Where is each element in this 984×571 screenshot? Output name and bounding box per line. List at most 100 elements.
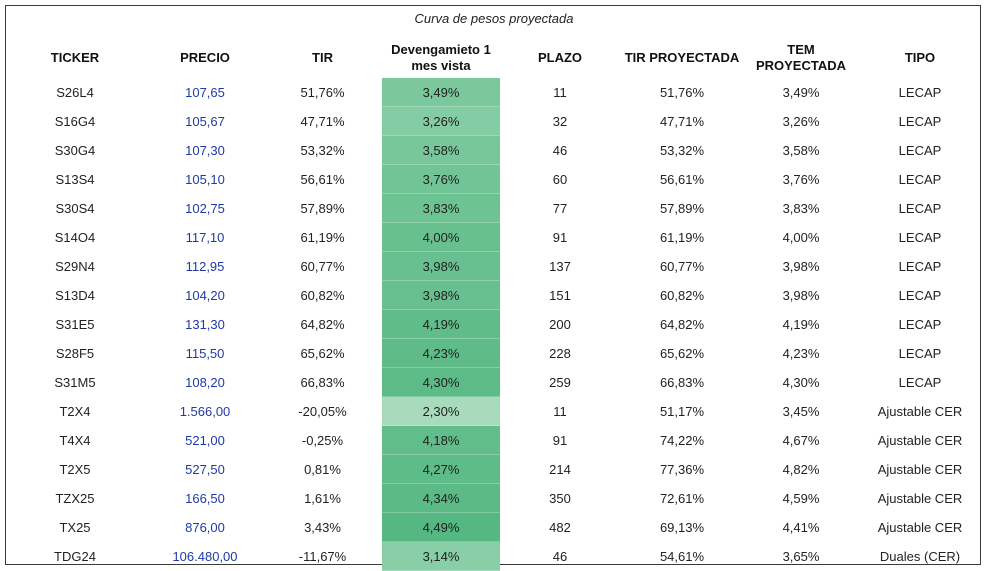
cell-devengamiento: 3,49%: [382, 78, 500, 107]
cell-tir: 65,62%: [300, 346, 345, 361]
data-table: Curva de pesos proyectada TICKER PRECIO …: [5, 5, 982, 571]
cell-plazo: 259: [549, 375, 571, 390]
table-row: T2X5 527,50 0,81% 4,27% 214 77,36% 4,82% Ajusta…: [6, 455, 982, 484]
cell-tir: -20,05%: [298, 404, 347, 419]
cell-devengamiento: 4,00%: [382, 223, 500, 252]
cell-tir-proyectada: 51,17%: [659, 404, 705, 419]
cell-tipo: LECAP: [898, 375, 942, 390]
cell-tipo: LECAP: [898, 230, 942, 245]
cell-tir-proyectada: 51,76%: [659, 85, 705, 100]
table-row: TX25 876,00 3,43% 4,49% 482 69,13% 4,41% Ajusta…: [6, 513, 982, 542]
cell-tir: 56,61%: [300, 172, 345, 187]
header-tir-proyectada: TIR PROYECTADA: [624, 50, 740, 65]
cell-devengamiento: 4,19%: [382, 310, 500, 339]
table-row: S31E5 131,30 64,82% 4,19% 200 64,82% 4,19% LECA…: [6, 310, 982, 339]
cell-tipo: LECAP: [898, 114, 942, 129]
cell-plazo: 91: [552, 433, 568, 448]
cell-plazo: 11: [553, 85, 567, 100]
header-devengamiento-line1: Devengamieto 1: [391, 42, 491, 57]
cell-tem-proyectada: 3,98%: [782, 288, 820, 303]
cell-plazo: 151: [549, 288, 571, 303]
cell-ticker: S31E5: [55, 317, 95, 332]
table-row: S13S4 105,10 56,61% 3,76% 60 56,61% 3,76% LECAP: [6, 165, 982, 194]
cell-precio: 527,50: [185, 462, 225, 477]
cell-precio: 131,30: [185, 317, 225, 332]
cell-plazo: 77: [552, 201, 568, 216]
cell-devengamiento: 4,49%: [382, 513, 500, 542]
cell-ticker: S28F5: [55, 346, 95, 361]
cell-tem-proyectada: 4,23%: [782, 346, 820, 361]
cell-precio: 102,75: [185, 201, 225, 216]
cell-devengamiento: 4,18%: [382, 426, 500, 455]
cell-ticker: S26L4: [56, 85, 94, 100]
cell-precio: 106.480,00: [172, 549, 238, 564]
cell-tir: 57,89%: [300, 201, 345, 216]
cell-tipo: Ajustable CER: [877, 491, 963, 506]
cell-tem-proyectada: 4,41%: [782, 520, 820, 535]
cell-ticker: S14O4: [54, 230, 96, 245]
cell-tir-proyectada: 57,89%: [659, 201, 705, 216]
table-row: S26L4 107,65 51,76% 3,49% 11 51,76% 3,49% LECAP: [6, 78, 982, 107]
cell-precio: 107,65: [185, 85, 225, 100]
cell-tir: 1,61%: [304, 491, 341, 506]
cell-plazo: 46: [552, 143, 568, 158]
cell-ticker: TX25: [59, 520, 91, 535]
cell-tem-proyectada: 3,45%: [782, 404, 820, 419]
table-row: S29N4 112,95 60,77% 3,98% 137 60,77% 3,98% LECA…: [6, 252, 982, 281]
cell-precio: 1.566,00: [179, 404, 231, 419]
cell-devengamiento: 3,14%: [382, 542, 500, 571]
cell-plazo: 91: [552, 230, 568, 245]
cell-tir-proyectada: 64,82%: [659, 317, 705, 332]
cell-devengamiento: 3,98%: [382, 252, 500, 281]
cell-precio: 117,10: [185, 230, 225, 245]
table-row: S30G4 107,30 53,32% 3,58% 46 53,32% 3,58% LECAP: [6, 136, 982, 165]
cell-tir-proyectada: 53,32%: [659, 143, 705, 158]
table-row: TZX25 166,50 1,61% 4,34% 350 72,61% 4,59% Ajust…: [6, 484, 982, 513]
table-row: S16G4 105,67 47,71% 3,26% 32 47,71% 3,26% LECAP: [6, 107, 982, 136]
header-devengamiento-line2: mes vista: [411, 58, 471, 73]
header-tipo: TIPO: [904, 50, 936, 65]
cell-tir-proyectada: 69,13%: [659, 520, 705, 535]
cell-ticker: S13D4: [55, 288, 95, 303]
cell-precio: 521,00: [185, 433, 225, 448]
cell-tir: 47,71%: [300, 114, 345, 129]
cell-tir: -0,25%: [301, 433, 344, 448]
cell-plazo: 11: [553, 404, 567, 419]
cell-tir: -11,67%: [298, 549, 347, 564]
cell-tir: 3,43%: [304, 520, 341, 535]
cell-tir: 61,19%: [300, 230, 345, 245]
cell-ticker: T2X5: [59, 462, 91, 477]
cell-tipo: Ajustable CER: [877, 433, 963, 448]
cell-tir-proyectada: 60,77%: [659, 259, 705, 274]
table-row: TDG24 106.480,00 -11,67% 3,14% 46 54,61% 3,65%…: [6, 542, 982, 571]
cell-tir-proyectada: 65,62%: [659, 346, 705, 361]
cell-tem-proyectada: 4,67%: [782, 433, 820, 448]
cell-plazo: 214: [549, 462, 571, 477]
header-devengamiento: Devengamieto 1 mes vista: [382, 38, 500, 78]
table-title: Curva de pesos proyectada: [414, 11, 574, 26]
cell-ticker: S16G4: [54, 114, 96, 129]
cell-tem-proyectada: 4,30%: [782, 375, 820, 390]
cell-tir-proyectada: 47,71%: [659, 114, 705, 129]
cell-precio: 876,00: [185, 520, 225, 535]
cell-devengamiento: 3,83%: [382, 194, 500, 223]
cell-devengamiento: 4,34%: [382, 484, 500, 513]
cell-ticker: T4X4: [59, 433, 91, 448]
cell-tipo: LECAP: [898, 346, 942, 361]
cell-devengamiento: 4,30%: [382, 368, 500, 397]
cell-tipo: Ajustable CER: [877, 404, 963, 419]
cell-plazo: 60: [552, 172, 568, 187]
cell-precio: 115,50: [185, 346, 225, 361]
cell-tir-proyectada: 60,82%: [659, 288, 705, 303]
cell-tem-proyectada: 4,00%: [782, 230, 820, 245]
header-plazo: PLAZO: [537, 50, 583, 65]
cell-plazo: 46: [552, 549, 568, 564]
cell-ticker: TDG24: [54, 549, 96, 564]
cell-tir-proyectada: 74,22%: [659, 433, 705, 448]
cell-precio: 105,10: [185, 172, 225, 187]
cell-devengamiento: 4,23%: [382, 339, 500, 368]
cell-devengamiento: 3,76%: [382, 165, 500, 194]
cell-tipo: LECAP: [898, 201, 942, 216]
cell-tipo: Duales (CER): [879, 549, 961, 564]
table-row: S28F5 115,50 65,62% 4,23% 228 65,62% 4,23% LECA…: [6, 339, 982, 368]
